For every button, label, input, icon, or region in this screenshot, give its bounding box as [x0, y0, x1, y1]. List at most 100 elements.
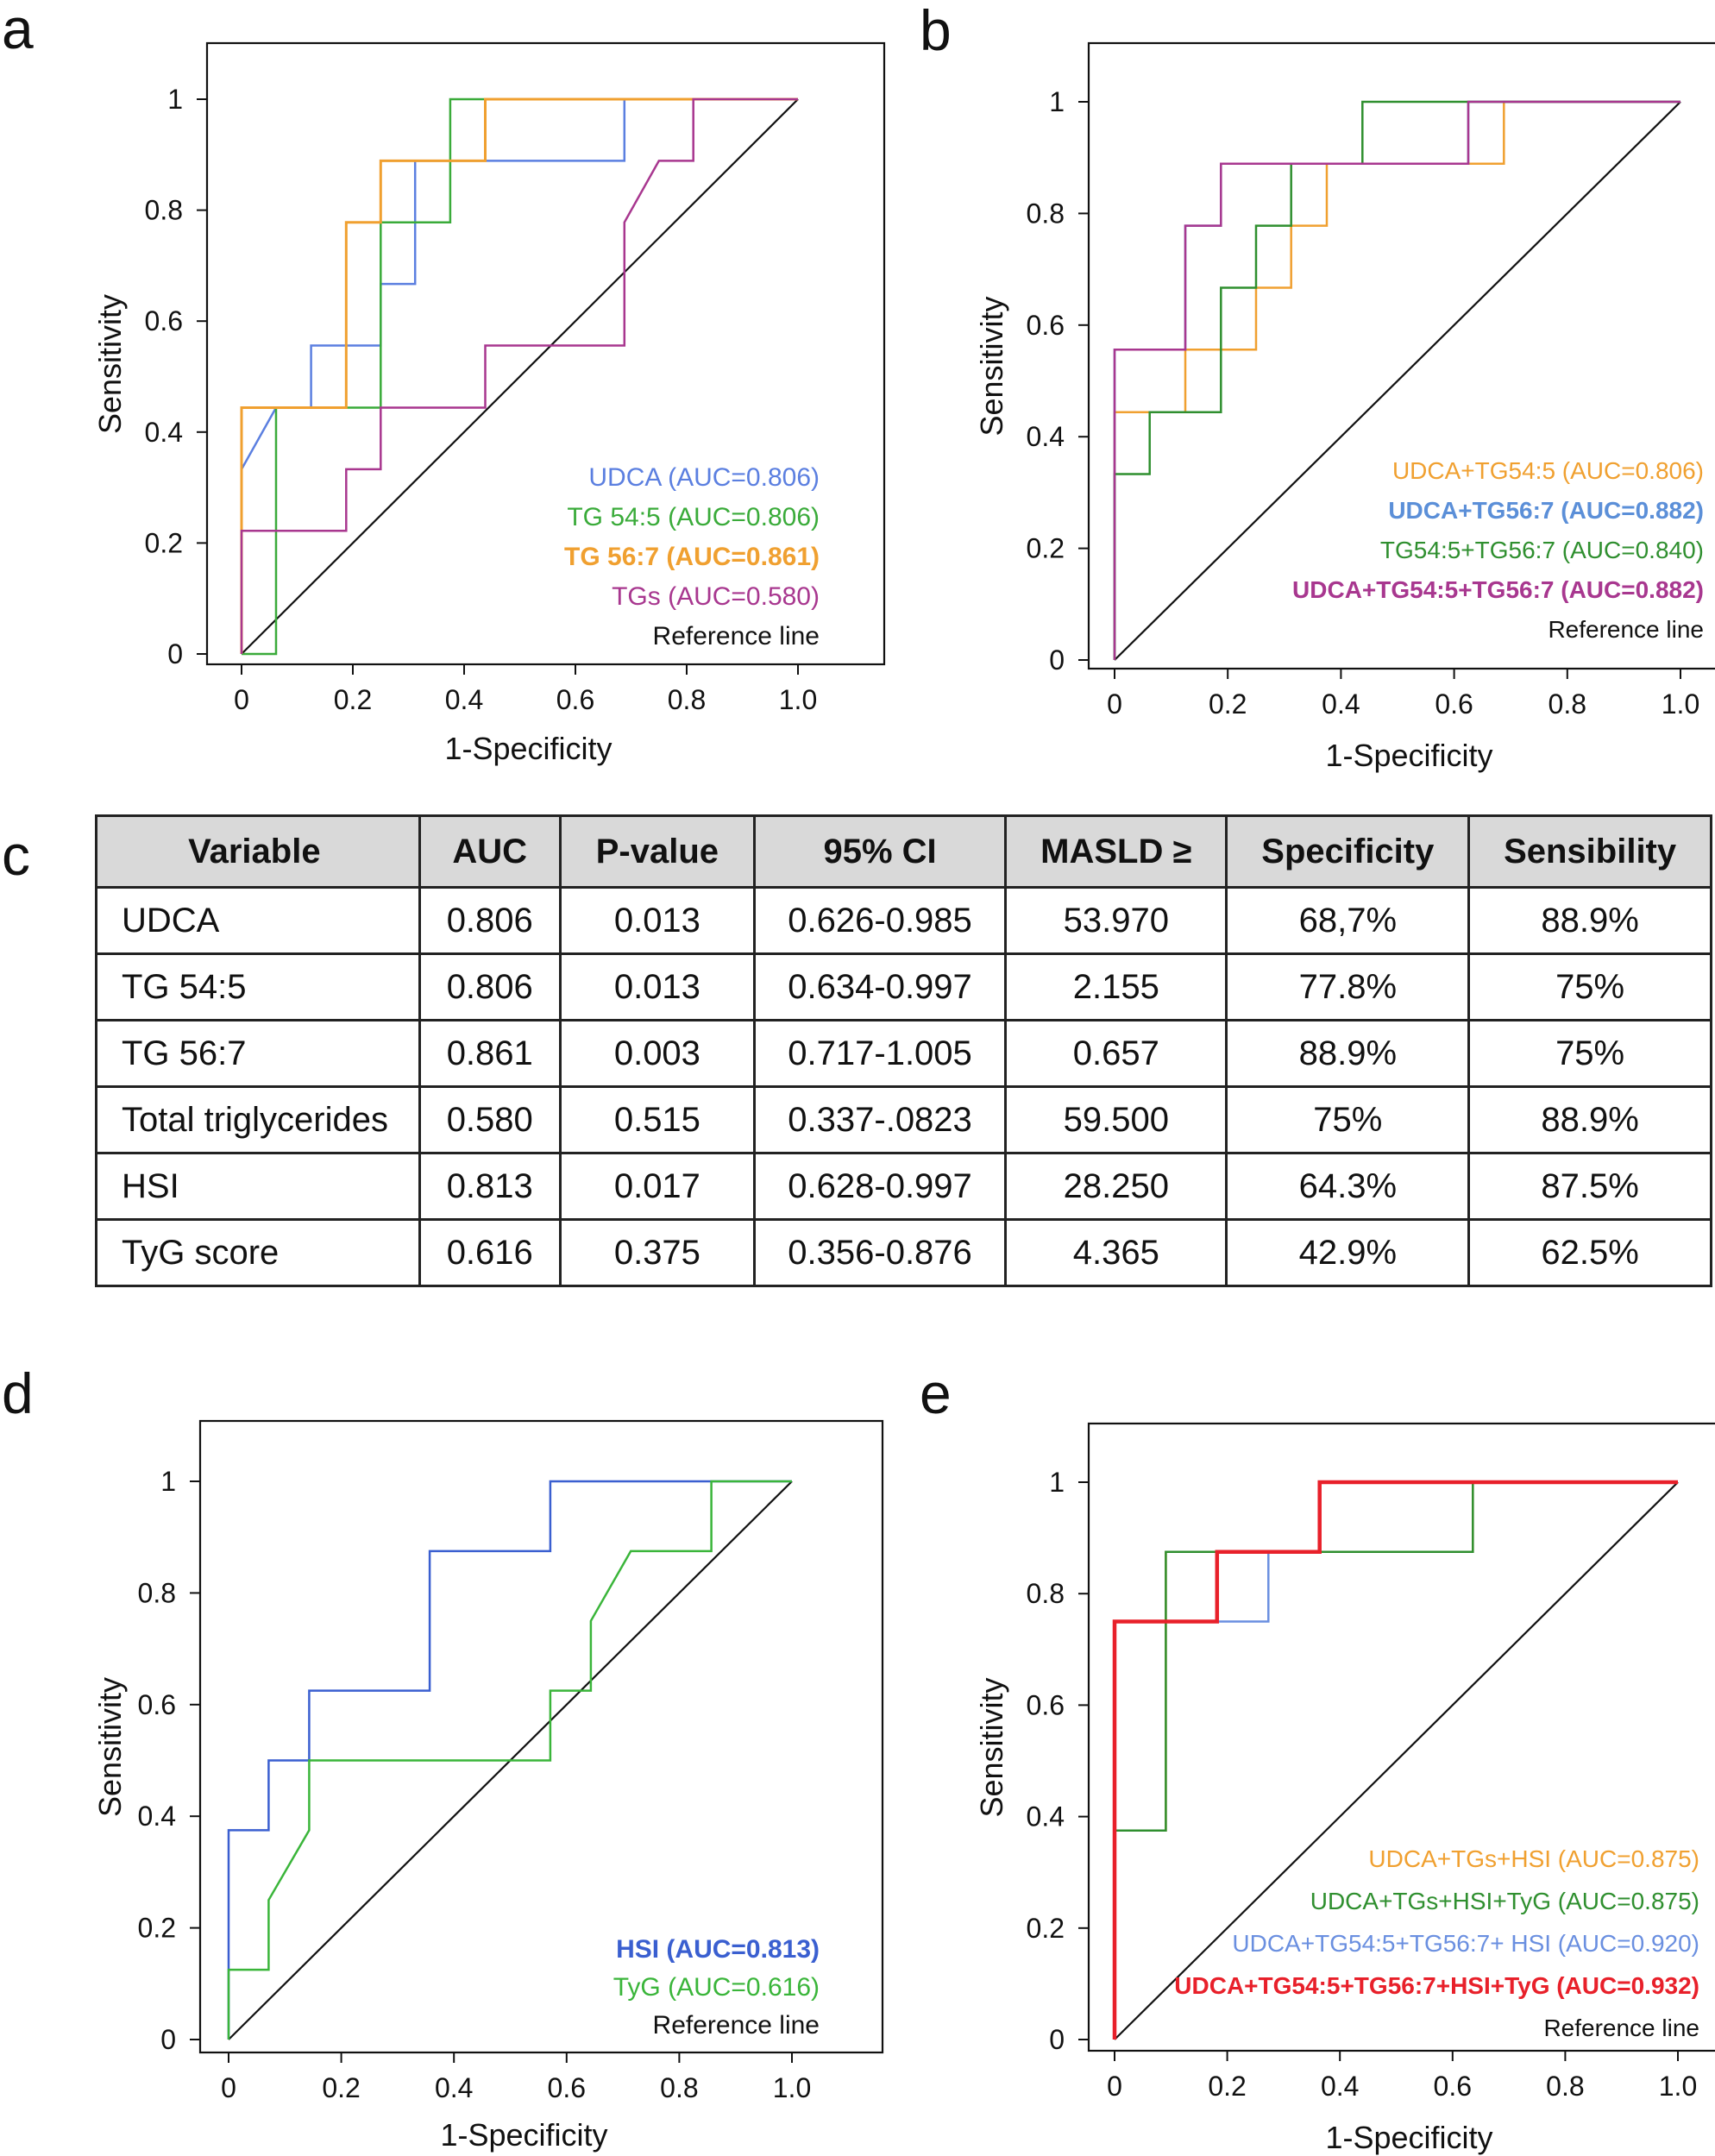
y-tick-label: 0.2 — [1027, 533, 1065, 564]
table-cell: 4.365 — [1004, 1218, 1228, 1287]
y-axis-title: Sensitivity — [92, 294, 128, 434]
column-header-variable: Variable — [95, 814, 421, 889]
column-header-sensibility: Sensibility — [1467, 814, 1712, 889]
y-tick-label: 0.4 — [138, 1801, 176, 1832]
legend-entry: TyG (AUC=0.616) — [613, 1973, 820, 2002]
y-tick-label: 0 — [1049, 644, 1065, 676]
x-tick-label: 0.6 — [556, 684, 594, 715]
x-axis-title: 1-Specificity — [1325, 2120, 1492, 2155]
y-axis-title: Sensitivity — [974, 1677, 1009, 1817]
table-cell: 88.9% — [1225, 1019, 1471, 1088]
x-tick-label: 0.6 — [548, 2072, 586, 2103]
x-tick-label: 0.6 — [1434, 2071, 1472, 2102]
table-header-row: Variable AUC P-value 95% CI MASLD ≥ Spec… — [95, 814, 1712, 889]
y-tick-label: 0.4 — [1027, 421, 1065, 452]
table-cell: 0.017 — [558, 1152, 756, 1221]
y-tick-label: 0 — [160, 2024, 176, 2055]
table-cell: 0.375 — [558, 1218, 756, 1287]
legend-entry: HSI (AUC=0.813) — [616, 1935, 820, 1964]
chart-panel-e: 0 0.2 0.4 0.6 0.8 1.0 0 0.2 0.4 0.6 0.8 1 1-Specific… — [974, 1422, 1715, 2155]
x-tick-label: 0.8 — [1546, 2071, 1584, 2102]
table-cell: 0.356-0.876 — [752, 1218, 1008, 1287]
legend-entry: Reference line — [653, 622, 820, 651]
panel-letter-a: a — [2, 0, 34, 60]
x-tick-label: 0 — [1107, 2071, 1122, 2102]
x-tick-label: 1.0 — [779, 684, 817, 715]
x-tick-label: 1.0 — [1662, 688, 1699, 720]
x-tick-label: 0 — [221, 2072, 236, 2103]
legend-entry: UDCA+TGs+HSI (AUC=0.875) — [1368, 1845, 1699, 1872]
series-line — [240, 97, 798, 654]
legend-entry: UDCA+TG54:5+TG56:7+ HSI (AUC=0.920) — [1232, 1930, 1699, 1957]
y-tick-label: 1 — [160, 1466, 176, 1497]
table-cell: 42.9% — [1225, 1218, 1471, 1287]
x-tick-label: 0.8 — [668, 684, 706, 715]
table-cell: 88.9% — [1467, 886, 1712, 955]
table-cell: 0.626-0.985 — [752, 886, 1008, 955]
y-tick-label: 0.2 — [1027, 1913, 1065, 1944]
series-line — [227, 1480, 792, 2040]
series-line — [1113, 100, 1680, 660]
legend-entry: UDCA+TG56:7 (AUC=0.882) — [1388, 497, 1704, 524]
y-axis-title: Sensitivity — [974, 296, 1009, 436]
x-tick-label: 0.6 — [1435, 688, 1473, 720]
x-axis-title: 1-Specificity — [440, 2117, 607, 2153]
y-tick-label: 0.4 — [1027, 1801, 1065, 1832]
y-tick-label: 0.6 — [1027, 310, 1065, 341]
table-cell: 77.8% — [1225, 952, 1471, 1021]
plot-frame — [205, 41, 886, 666]
table-cell: 2.155 — [1004, 952, 1228, 1021]
plot-frame — [198, 1419, 884, 2054]
table-row: Total triglycerides 0.580 0.515 0.337-.0… — [95, 1085, 1712, 1154]
legend-entry: Reference line — [1543, 2015, 1699, 2041]
y-tick-label: 0.4 — [145, 417, 183, 448]
x-tick-label: 0.8 — [1549, 688, 1586, 720]
y-tick-label: 0.8 — [1027, 1578, 1065, 1609]
legend-entry: UDCA+TG54:5+TG56:7 (AUC=0.882) — [1292, 576, 1704, 603]
table-cell: 0.813 — [418, 1152, 562, 1221]
y-tick-label: 0.2 — [138, 1913, 176, 1944]
table-cell: TyG score — [95, 1218, 421, 1287]
x-tick-label: 1.0 — [773, 2072, 811, 2103]
y-tick-label: 0.6 — [145, 305, 183, 336]
table-cell: 0.337-.0823 — [752, 1085, 1008, 1154]
legend-entry: UDCA+TGs+HSI+TyG (AUC=0.875) — [1310, 1888, 1699, 1914]
legend-entry: TG54:5+TG56:7 (AUC=0.840) — [1380, 537, 1704, 563]
panel-letter-c: c — [2, 823, 30, 887]
y-axis-title: Sensitivity — [92, 1677, 128, 1817]
column-header-masld: MASLD ≥ — [1004, 814, 1228, 889]
x-tick-label: 0.4 — [445, 684, 483, 715]
legend-entry: TGs (AUC=0.580) — [612, 582, 820, 611]
column-header-auc: AUC — [418, 814, 562, 889]
x-axis-title: 1-Specificity — [444, 731, 612, 766]
table-cell: 87.5% — [1467, 1152, 1712, 1221]
x-tick-label: 0.2 — [334, 684, 372, 715]
chart-panel-b: 0 0.2 0.4 0.6 0.8 1.0 0 0.2 0.4 0.6 0.8 1 1-Specific… — [974, 41, 1715, 773]
table-cell: TG 54:5 — [95, 952, 421, 1021]
y-tick-label: 0.8 — [138, 1577, 176, 1608]
table-cell: 75% — [1467, 1019, 1712, 1088]
plot-frame — [1087, 1422, 1715, 2052]
x-tick-label: 0.2 — [322, 2072, 360, 2103]
legend-entry: Reference line — [1548, 616, 1704, 643]
table-cell: Total triglycerides — [95, 1085, 421, 1154]
table-cell: 0.634-0.997 — [752, 952, 1008, 1021]
table-cell: 53.970 — [1004, 886, 1228, 955]
table-row: UDCA 0.806 0.013 0.626-0.985 53.970 68,7… — [95, 886, 1712, 955]
table-cell: HSI — [95, 1152, 421, 1221]
column-header-p-value: P-value — [558, 814, 756, 889]
table-cell: 0.806 — [418, 952, 562, 1021]
table-row: TG 56:7 0.861 0.003 0.717-1.005 0.657 88… — [95, 1019, 1712, 1088]
column-header-specificity: Specificity — [1225, 814, 1471, 889]
x-tick-label: 0.2 — [1208, 2071, 1246, 2102]
series-line — [240, 97, 798, 654]
series-line — [241, 98, 799, 655]
legend-entry: Reference line — [653, 2011, 820, 2040]
series-line — [1114, 101, 1681, 661]
y-tick-label: 0.2 — [145, 527, 183, 558]
legend-entry: TG 54:5 (AUC=0.806) — [567, 503, 820, 531]
table-cell: 0.657 — [1004, 1019, 1228, 1088]
table-cell: 0.013 — [558, 952, 756, 1021]
y-tick-label: 1 — [167, 84, 183, 115]
